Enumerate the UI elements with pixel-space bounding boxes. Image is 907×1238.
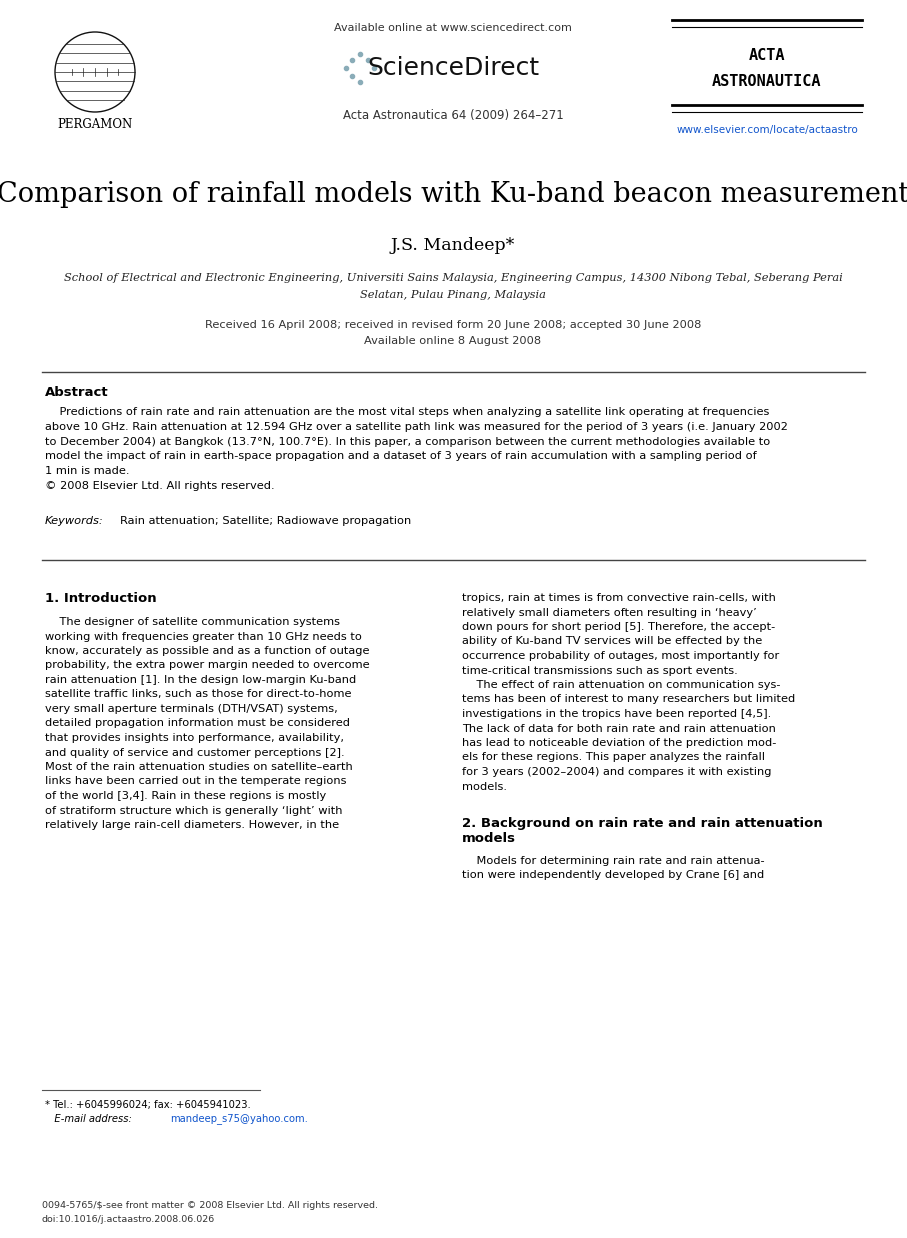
Text: 0094-5765/$-see front matter © 2008 Elsevier Ltd. All rights reserved.: 0094-5765/$-see front matter © 2008 Else… [42,1201,378,1210]
Text: 2. Background on rain rate and rain attenuation: 2. Background on rain rate and rain atte… [462,817,823,829]
Text: * Tel.: +6045996024; fax: +6045941023.: * Tel.: +6045996024; fax: +6045941023. [45,1101,250,1110]
Text: tems has been of interest to many researchers but limited: tems has been of interest to many resear… [462,695,795,704]
Text: E-mail address:: E-mail address: [45,1114,132,1124]
Text: J.S. Mandeep*: J.S. Mandeep* [391,236,515,254]
Text: © 2008 Elsevier Ltd. All rights reserved.: © 2008 Elsevier Ltd. All rights reserved… [45,482,275,491]
Text: Comparison of rainfall models with Ku-band beacon measurement: Comparison of rainfall models with Ku-ba… [0,182,907,208]
Text: and quality of service and customer perceptions [2].: and quality of service and customer perc… [45,748,345,758]
Text: tion were independently developed by Crane [6] and: tion were independently developed by Cra… [462,870,765,880]
Text: Acta Astronautica 64 (2009) 264–271: Acta Astronautica 64 (2009) 264–271 [343,109,563,121]
Text: ASTRONAUTICA: ASTRONAUTICA [712,74,822,89]
Text: doi:10.1016/j.actaastro.2008.06.026: doi:10.1016/j.actaastro.2008.06.026 [42,1216,215,1224]
Text: relatively large rain-cell diameters. However, in the: relatively large rain-cell diameters. Ho… [45,820,339,829]
Text: investigations in the tropics have been reported [4,5].: investigations in the tropics have been … [462,709,771,719]
Text: els for these regions. This paper analyzes the rainfall: els for these regions. This paper analyz… [462,753,765,763]
Text: down pours for short period [5]. Therefore, the accept-: down pours for short period [5]. Therefo… [462,621,775,633]
Text: of stratiform structure which is generally ‘light’ with: of stratiform structure which is general… [45,806,343,816]
Text: models: models [462,832,516,846]
Text: models.: models. [462,781,507,791]
Text: Available online 8 August 2008: Available online 8 August 2008 [365,335,541,345]
Text: detailed propagation information must be considered: detailed propagation information must be… [45,718,350,728]
Text: www.elsevier.com/locate/actaastro: www.elsevier.com/locate/actaastro [676,125,858,135]
Text: probability, the extra power margin needed to overcome: probability, the extra power margin need… [45,661,370,671]
Text: Keywords:: Keywords: [45,516,103,526]
Text: The designer of satellite communication systems: The designer of satellite communication … [45,617,340,626]
Text: 1. Introduction: 1. Introduction [45,592,157,604]
Text: occurrence probability of outages, most importantly for: occurrence probability of outages, most … [462,651,779,661]
Text: Models for determining rain rate and rain attenua-: Models for determining rain rate and rai… [462,855,765,867]
Text: has lead to noticeable deviation of the prediction mod-: has lead to noticeable deviation of the … [462,738,776,748]
Text: that provides insights into performance, availability,: that provides insights into performance,… [45,733,344,743]
Text: Received 16 April 2008; received in revised form 20 June 2008; accepted 30 June : Received 16 April 2008; received in revi… [205,319,701,331]
Text: Selatan, Pulau Pinang, Malaysia: Selatan, Pulau Pinang, Malaysia [360,290,546,300]
Text: 1 min is made.: 1 min is made. [45,467,130,477]
Text: time-critical transmissions such as sport events.: time-critical transmissions such as spor… [462,666,737,676]
Text: above 10 GHz. Rain attenuation at 12.594 GHz over a satellite path link was meas: above 10 GHz. Rain attenuation at 12.594… [45,422,788,432]
Text: know, accurately as possible and as a function of outage: know, accurately as possible and as a fu… [45,646,369,656]
Text: tropics, rain at times is from convective rain-cells, with: tropics, rain at times is from convectiv… [462,593,775,603]
Text: ability of Ku-band TV services will be effected by the: ability of Ku-band TV services will be e… [462,636,762,646]
Text: ScienceDirect: ScienceDirect [367,56,539,80]
Text: for 3 years (2002–2004) and compares it with existing: for 3 years (2002–2004) and compares it … [462,768,772,777]
Text: The lack of data for both rain rate and rain attenuation: The lack of data for both rain rate and … [462,723,775,733]
Text: satellite traffic links, such as those for direct-to-home: satellite traffic links, such as those f… [45,690,352,699]
Text: ACTA: ACTA [749,47,785,62]
Text: Abstract: Abstract [45,386,109,400]
Text: model the impact of rain in earth-space propagation and a dataset of 3 years of : model the impact of rain in earth-space … [45,452,756,462]
Text: working with frequencies greater than 10 GHz needs to: working with frequencies greater than 10… [45,631,362,641]
Text: The effect of rain attenuation on communication sys-: The effect of rain attenuation on commun… [462,680,781,690]
Text: Most of the rain attenuation studies on satellite–earth: Most of the rain attenuation studies on … [45,763,353,773]
Text: of the world [3,4]. Rain in these regions is mostly: of the world [3,4]. Rain in these region… [45,791,327,801]
Text: relatively small diameters often resulting in ‘heavy’: relatively small diameters often resulti… [462,608,756,618]
Text: Rain attenuation; Satellite; Radiowave propagation: Rain attenuation; Satellite; Radiowave p… [120,516,411,526]
Text: School of Electrical and Electronic Engineering, Universiti Sains Malaysia, Engi: School of Electrical and Electronic Engi… [63,274,843,284]
Text: rain attenuation [1]. In the design low-margin Ku-band: rain attenuation [1]. In the design low-… [45,675,356,685]
Text: very small aperture terminals (DTH/VSAT) systems,: very small aperture terminals (DTH/VSAT)… [45,704,337,714]
Text: PERGAMON: PERGAMON [57,119,132,131]
Text: Available online at www.sciencedirect.com: Available online at www.sciencedirect.co… [334,24,572,33]
Text: to December 2004) at Bangkok (13.7°N, 100.7°E). In this paper, a comparison betw: to December 2004) at Bangkok (13.7°N, 10… [45,437,770,447]
Text: Predictions of rain rate and rain attenuation are the most vital steps when anal: Predictions of rain rate and rain attenu… [45,407,769,417]
Text: mandeep_s75@yahoo.com.: mandeep_s75@yahoo.com. [170,1113,307,1124]
Text: links have been carried out in the temperate regions: links have been carried out in the tempe… [45,776,346,786]
